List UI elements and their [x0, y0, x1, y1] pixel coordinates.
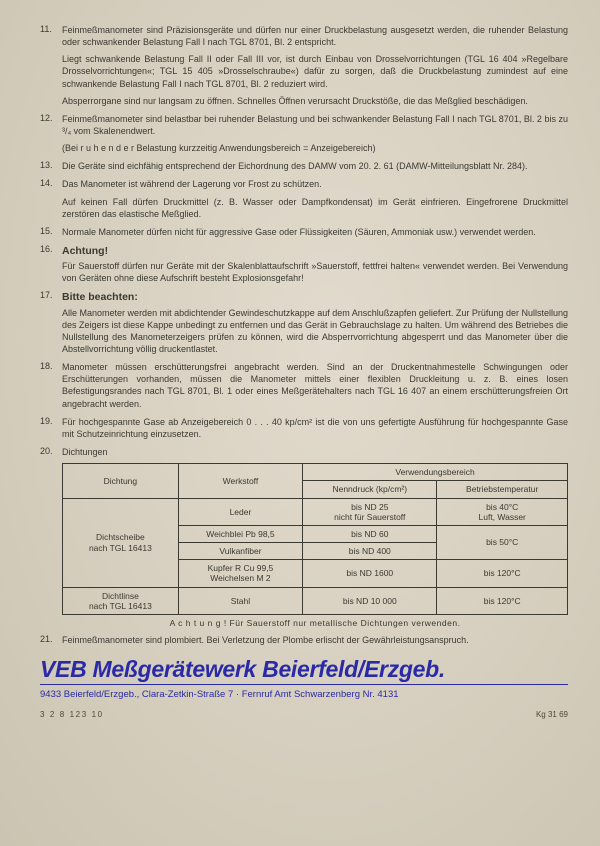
- list-item: Die Geräte sind eichfähig entsprechend d…: [40, 160, 568, 172]
- footer-code-left: 3 2 8 123 10: [40, 710, 104, 719]
- table-cell: bis ND 400: [303, 543, 437, 560]
- table-header: Dichtung: [63, 464, 179, 498]
- paragraph: Liegt schwankende Belastung Fall II oder…: [62, 53, 568, 89]
- list-item: Dichtungen Dichtung Werkstoff Verwendung…: [40, 446, 568, 628]
- paragraph: Feinmeßmanometer sind belastbar bei ruhe…: [62, 113, 568, 137]
- table-header: Nenndruck (kp/cm²): [303, 481, 437, 498]
- list-item: Für hochgespannte Gase ab Anzeigebereich…: [40, 416, 568, 440]
- paragraph: Das Manometer ist während der Lagerung v…: [62, 178, 568, 190]
- paragraph: Für Sauerstoff dürfen nur Geräte mit der…: [62, 260, 568, 284]
- list-item: Bitte beachten: Alle Manometer werden mi…: [40, 290, 568, 355]
- company-name: VEB Meßgerätewerk Beierfeld/Erzgeb.: [40, 656, 568, 683]
- list-item: Normale Manometer dürfen nicht für aggre…: [40, 226, 568, 238]
- sealing-table: Dichtung Werkstoff Verwendungsbereich Ne…: [62, 463, 568, 615]
- document-page: Feinmeßmanometer sind Präzisionsgeräte u…: [0, 0, 600, 846]
- table-cell: Dichtlinse nach TGL 16413: [63, 587, 179, 614]
- table-row: Dichtlinse nach TGL 16413 Stahl bis ND 1…: [63, 587, 568, 614]
- table-cell: bis 120°C: [437, 587, 568, 614]
- list-item: Feinmeßmanometer sind plombiert. Bei Ver…: [40, 634, 568, 646]
- table-cell: Stahl: [178, 587, 302, 614]
- list-item: Achtung! Für Sauerstoff dürfen nur Gerät…: [40, 244, 568, 284]
- table-row: Dichtscheibe nach TGL 16413 Leder bis ND…: [63, 498, 568, 525]
- paragraph: Manometer müssen erschütterungsfrei ange…: [62, 361, 568, 410]
- paragraph: Auf keinen Fall dürfen Druckmittel (z. B…: [62, 196, 568, 220]
- table-cell: Weichblei Pb 98,5: [178, 525, 302, 542]
- table-cell: Kupfer R Cu 99,5 Weichelsen M 2: [178, 560, 302, 587]
- table-header: Werkstoff: [178, 464, 302, 498]
- paragraph: (Bei r u h e n d e r Belastung kurzzeiti…: [62, 142, 568, 154]
- heading-bitte-beachten: Bitte beachten:: [62, 290, 568, 304]
- table-cell: bis ND 10 000: [303, 587, 437, 614]
- footer-code-right: Kg 31 69: [536, 710, 568, 719]
- list-item: Manometer müssen erschütterungsfrei ange…: [40, 361, 568, 410]
- table-cell: bis ND 1600: [303, 560, 437, 587]
- table-header: Verwendungsbereich: [303, 464, 568, 481]
- company-address: 9433 Beierfeld/Erzgeb., Clara-Zetkin-Str…: [40, 689, 568, 700]
- table-cell: Dichtscheibe nach TGL 16413: [63, 498, 179, 587]
- list-item: Feinmeßmanometer sind belastbar bei ruhe…: [40, 113, 568, 154]
- table-cell: bis ND 60: [303, 525, 437, 542]
- paragraph: Alle Manometer werden mit abdichtender G…: [62, 307, 568, 356]
- paragraph: Die Geräte sind eichfähig entsprechend d…: [62, 160, 568, 172]
- heading-achtung: Achtung!: [62, 244, 568, 258]
- paragraph: Feinmeßmanometer sind Präzisionsgeräte u…: [62, 24, 568, 48]
- table-header: Betriebstemperatur: [437, 481, 568, 498]
- table-cell: Vulkanfiber: [178, 543, 302, 560]
- paragraph: Dichtungen: [62, 446, 568, 458]
- paragraph: Für hochgespannte Gase ab Anzeigebereich…: [62, 416, 568, 440]
- table-note: A c h t u n g ! Für Sauerstoff nur metal…: [62, 618, 568, 628]
- list-item: Feinmeßmanometer sind Präzisionsgeräte u…: [40, 24, 568, 107]
- table-cell: bis ND 25 nicht für Sauerstoff: [303, 498, 437, 525]
- paragraph: Absperrorgane sind nur langsam zu öffnen…: [62, 95, 568, 107]
- table-cell: bis 120°C: [437, 560, 568, 587]
- table-cell: bis 40°C Luft, Wasser: [437, 498, 568, 525]
- divider: [40, 684, 568, 685]
- table-cell: Leder: [178, 498, 302, 525]
- numbered-list: Feinmeßmanometer sind Präzisionsgeräte u…: [40, 24, 568, 646]
- footer: 3 2 8 123 10 Kg 31 69: [40, 710, 568, 719]
- list-item: Das Manometer ist während der Lagerung v…: [40, 178, 568, 219]
- paragraph: Normale Manometer dürfen nicht für aggre…: [62, 226, 568, 238]
- paragraph: Feinmeßmanometer sind plombiert. Bei Ver…: [62, 634, 568, 646]
- table-cell: bis 50°C: [437, 525, 568, 559]
